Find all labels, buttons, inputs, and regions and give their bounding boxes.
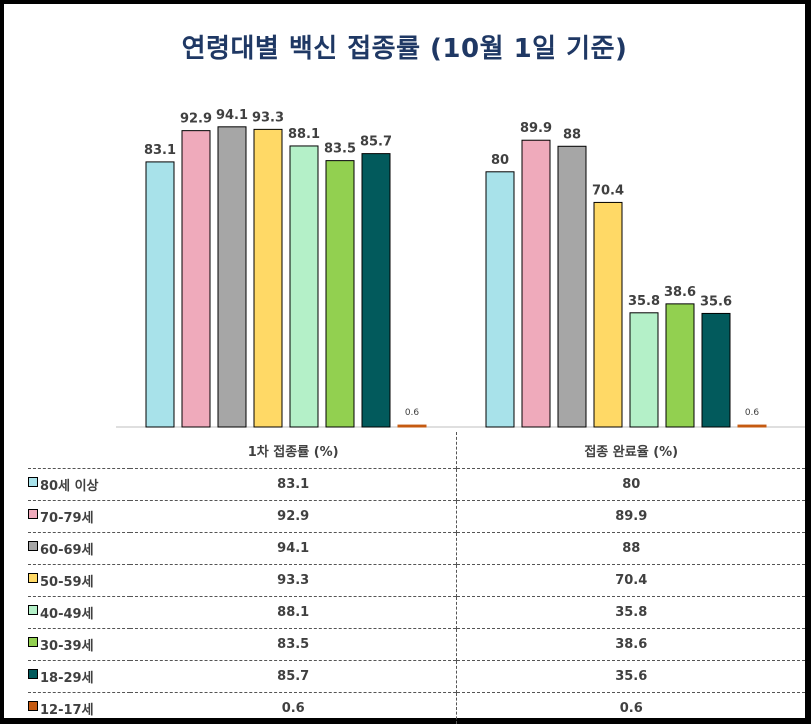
legend-entry: 18-29세 (28, 660, 130, 693)
table-header-blank (28, 432, 130, 469)
data-label-1-1: 89.9 (520, 121, 552, 136)
table-row: 60-69세 94.1 88 (28, 532, 805, 565)
table-cell-completed: 89.9 (456, 500, 805, 533)
legend-swatch (28, 701, 38, 711)
table-cell-completed: 35.8 (456, 596, 805, 629)
table-row: 70-79세 92.9 89.9 (28, 500, 805, 533)
table-cell-completed: 80 (456, 468, 805, 501)
data-label-4-0: 88.1 (288, 127, 320, 142)
table-row: 80세 이상 83.1 80 (28, 468, 805, 501)
table-cell-completed: 88 (456, 532, 805, 565)
legend-label: 50-59세 (40, 575, 94, 590)
bar-6-0 (361, 153, 391, 428)
legend-entry: 12-17세 (28, 692, 130, 724)
legend-entry: 60-69세 (28, 532, 130, 565)
bar-7-0 (397, 424, 427, 428)
bar-7-1 (737, 424, 767, 428)
table-cell-first-dose: 93.3 (129, 564, 458, 597)
bar-3-1 (593, 201, 623, 428)
bar-2-0 (217, 126, 247, 428)
table-cell-first-dose: 92.9 (129, 500, 458, 533)
bar-4-0 (289, 145, 319, 428)
data-label-6-0: 85.7 (360, 135, 392, 150)
legend-swatch (28, 541, 38, 551)
bar-5-1 (665, 303, 695, 428)
bar-5-0 (325, 160, 355, 428)
legend-entry: 30-39세 (28, 628, 130, 661)
legend-swatch (28, 573, 38, 583)
data-label-0-0: 83.1 (144, 143, 176, 158)
bar-chart: 83.1 80 92.9 89.9 94.1 88 93.3 70.4 88.1 35.8 83.5… (116, 108, 805, 428)
bar-0-0 (145, 161, 175, 428)
data-label-7-0: 0.6 (405, 408, 420, 418)
table-row: 50-59세 93.3 70.4 (28, 564, 805, 597)
legend-entry: 70-79세 (28, 500, 130, 533)
table-row: 30-39세 83.5 38.6 (28, 628, 805, 661)
table-header-first-dose: 1차 접종률 (%) (129, 432, 458, 469)
data-label-0-1: 80 (491, 153, 509, 168)
chart-title: 연령대별 백신 접종률 (10월 1일 기준) (181, 34, 628, 64)
table-cell-first-dose: 94.1 (129, 532, 458, 565)
bar-1-0 (181, 130, 211, 428)
table-header-completed: 접종 완료율 (%) (584, 444, 679, 460)
bar-4-1 (629, 312, 659, 428)
data-label-1-0: 92.9 (180, 112, 212, 127)
legend-label: 12-17세 (40, 703, 94, 718)
data-label-2-1: 88 (563, 127, 581, 142)
legend-label: 30-39세 (40, 639, 94, 654)
legend-label: 80세 이상 (40, 479, 99, 494)
legend-label: 40-49세 (40, 607, 94, 622)
legend-entry: 50-59세 (28, 564, 130, 597)
legend-label: 18-29세 (40, 671, 94, 686)
table-cell-first-dose: 83.5 (129, 628, 458, 661)
data-label-6-1: 35.6 (700, 294, 732, 309)
bar-2-1 (557, 145, 587, 428)
legend-swatch (28, 605, 38, 615)
table-cell-first-dose: 0.6 (129, 692, 458, 724)
data-label-3-1: 70.4 (592, 183, 624, 198)
table-cell-completed: 70.4 (456, 564, 805, 597)
bar-6-1 (701, 312, 731, 428)
legend-swatch (28, 637, 38, 647)
bar-1-1 (521, 139, 551, 428)
legend-label: 70-79세 (40, 511, 94, 526)
data-label-4-1: 35.8 (628, 294, 660, 309)
bar-3-0 (253, 128, 283, 428)
legend-swatch (28, 669, 38, 679)
data-label-2-0: 94.1 (216, 108, 248, 123)
table-cell-completed: 0.6 (456, 692, 805, 724)
table-cell-first-dose: 88.1 (129, 596, 458, 629)
table-row: 18-29세 85.7 35.6 (28, 660, 805, 693)
table-cell-completed: 38.6 (456, 628, 805, 661)
table-cell-first-dose: 83.1 (129, 468, 458, 501)
legend-entry: 80세 이상 (28, 468, 130, 501)
bar-0-1 (485, 171, 515, 428)
table-row: 12-17세 0.6 0.6 (28, 692, 805, 724)
chart-frame: 연령대별 백신 접종률 (10월 1일 기준) 83.1 80 92.9 89.9 94… (4, 4, 805, 724)
data-label-5-0: 83.5 (324, 142, 356, 157)
legend-swatch (28, 477, 38, 487)
table-row: 40-49세 88.1 35.8 (28, 596, 805, 629)
data-label-5-1: 38.6 (664, 285, 696, 300)
table-cell-completed: 35.6 (456, 660, 805, 693)
data-label-3-0: 93.3 (252, 110, 284, 125)
legend-entry: 40-49세 (28, 596, 130, 629)
data-table: 1차 접종률 (%) 접종 완료율 (%) 80세 이상 83.1 80 70-79세… (28, 432, 805, 724)
legend-swatch (28, 509, 38, 519)
legend-label: 60-69세 (40, 543, 94, 558)
table-header-row: 1차 접종률 (%) 접종 완료율 (%) (28, 432, 805, 469)
data-label-7-1: 0.6 (745, 408, 760, 418)
table-cell-first-dose: 85.7 (129, 660, 458, 693)
